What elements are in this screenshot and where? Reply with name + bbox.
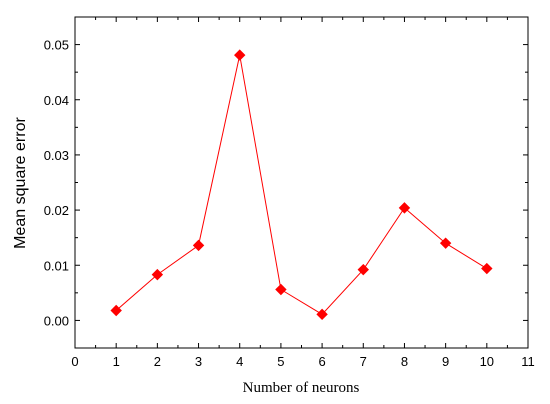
y-tick-label: 0.05 bbox=[44, 38, 69, 53]
data-point-marker bbox=[151, 268, 164, 281]
plot-frame bbox=[74, 16, 529, 349]
data-point-marker bbox=[316, 308, 328, 321]
y-tick-label: 0.00 bbox=[44, 313, 69, 328]
x-tick-label: 3 bbox=[195, 354, 202, 369]
x-tick-label: 7 bbox=[360, 354, 367, 369]
axis-tick-labels: 0 1 2 3 4 5 6 7 8 9 10 11 0.00 0.01 0.02 0.03 0.04 0.05 bbox=[44, 38, 535, 369]
x-tick-label: 9 bbox=[442, 354, 449, 369]
y-tick-label: 0.03 bbox=[44, 148, 69, 163]
x-tick-label: 10 bbox=[480, 354, 494, 369]
data-point-marker bbox=[439, 237, 452, 249]
data-point-marker bbox=[234, 49, 246, 61]
x-tick-label: 1 bbox=[113, 354, 120, 369]
data-point-marker bbox=[275, 283, 287, 296]
x-tick-label: 2 bbox=[154, 354, 161, 369]
data-point-marker bbox=[481, 262, 493, 275]
x-tick-label: 6 bbox=[318, 354, 325, 369]
x-tick-label: 8 bbox=[401, 354, 408, 369]
data-point-marker bbox=[357, 263, 369, 276]
x-tick-label: 11 bbox=[521, 354, 535, 369]
x-tick-label: 5 bbox=[277, 354, 284, 369]
data-point-marker bbox=[398, 202, 411, 214]
data-point-marker bbox=[110, 304, 122, 317]
data-point-marker bbox=[192, 239, 205, 252]
y-axis-title: Mean square error bbox=[12, 117, 29, 249]
axis-ticks bbox=[74, 17, 529, 349]
y-tick-label: 0.04 bbox=[44, 93, 69, 108]
y-tick-label: 0.01 bbox=[44, 258, 69, 273]
data-points bbox=[110, 49, 493, 321]
series-line bbox=[115, 54, 488, 315]
y-tick-label: 0.02 bbox=[44, 203, 69, 218]
x-tick-label: 0 bbox=[71, 354, 78, 369]
x-axis-title: Number of neurons bbox=[243, 380, 360, 396]
x-tick-label: 4 bbox=[236, 354, 243, 369]
